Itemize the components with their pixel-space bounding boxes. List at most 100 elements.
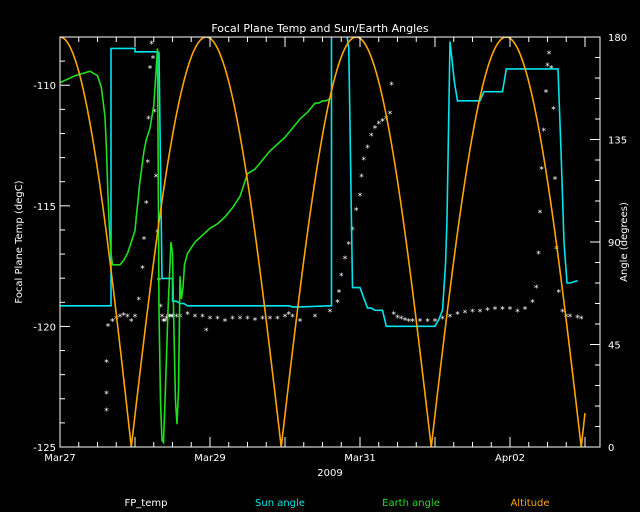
data-point: * <box>478 308 483 318</box>
data-point: * <box>515 308 520 318</box>
data-point: * <box>485 307 490 317</box>
data-point: * <box>149 40 154 50</box>
data-point: * <box>275 315 280 325</box>
data-point: * <box>204 327 209 337</box>
data-point: * <box>144 199 149 209</box>
data-point: * <box>500 306 505 316</box>
data-point: * <box>359 173 364 183</box>
x-axis-title: 2009 <box>317 468 342 479</box>
x-tick-label: Mar27 <box>44 453 76 464</box>
data-point: * <box>253 316 258 326</box>
data-point: * <box>283 313 288 323</box>
data-point: * <box>369 132 374 142</box>
y-tick-label-right: 135 <box>608 136 627 147</box>
data-point: * <box>403 316 408 326</box>
data-point: * <box>557 289 562 299</box>
data-point: * <box>230 315 235 325</box>
data-point: * <box>104 390 109 400</box>
data-point: * <box>534 284 539 294</box>
data-point: * <box>298 318 303 328</box>
data-point: * <box>106 322 111 332</box>
data-point: * <box>208 315 213 325</box>
data-point: * <box>440 315 445 325</box>
data-point: * <box>154 173 159 183</box>
legend-altitude: Altitude <box>510 498 549 509</box>
data-point: * <box>455 310 460 320</box>
data-point: * <box>425 318 430 328</box>
data-point: * <box>392 310 397 320</box>
data-point: * <box>539 166 544 176</box>
data-point: * <box>328 308 333 318</box>
chart-title: Focal Plane Temp and Sun/Earth Angles <box>211 22 429 35</box>
data-point: * <box>551 105 556 115</box>
data-point: * <box>142 236 147 246</box>
data-point: * <box>508 306 513 316</box>
data-point: * <box>470 308 475 318</box>
plot-data: **** * * * * * * *********************** * * * * ***… <box>60 37 586 447</box>
data-point: * <box>433 318 438 328</box>
data-point: * <box>389 81 394 91</box>
data-point: * <box>152 108 157 118</box>
y-tick-label-right: 180 <box>608 33 627 44</box>
data-point: * <box>160 313 165 323</box>
data-point: * <box>313 313 318 323</box>
data-point: * <box>170 313 175 323</box>
data-point: * <box>545 62 550 72</box>
data-point: * <box>362 156 367 166</box>
legend: FP_temp Sun angle Earth angle Altitude <box>125 498 550 509</box>
data-point: * <box>538 209 543 219</box>
data-point: * <box>215 315 220 325</box>
x-tick-label: Mar29 <box>194 453 226 464</box>
data-point: * <box>185 310 190 320</box>
data-point: * <box>544 88 549 98</box>
data-point: * <box>335 298 340 308</box>
legend-sun-angle: Sun angle <box>255 498 305 509</box>
y-tick-label-left: -115 <box>33 202 56 213</box>
data-point: * <box>146 158 151 168</box>
data-point: * <box>365 144 370 154</box>
data-point: * <box>161 318 166 328</box>
data-point: * <box>380 117 385 127</box>
data-point: * <box>560 308 565 318</box>
data-point: * <box>104 407 109 417</box>
data-point: * <box>200 313 205 323</box>
y-axis-left-title: Focal Plane Temp (degC) <box>14 180 25 303</box>
data-point: * <box>245 315 250 325</box>
data-point: * <box>339 272 344 282</box>
data-point: * <box>407 318 412 328</box>
data-point: * <box>463 309 468 319</box>
y-tick-label-left: -110 <box>33 81 56 92</box>
data-point: * <box>268 315 273 325</box>
series-altitude <box>60 37 586 447</box>
data-point: * <box>193 313 198 323</box>
data-point: * <box>377 120 382 130</box>
y-axis-right-title: Angle (degrees) <box>619 202 630 282</box>
y-tick-label-right: 90 <box>608 238 621 249</box>
data-point: * <box>523 306 528 316</box>
series-earth-angle <box>60 48 331 445</box>
data-point: * <box>129 318 134 328</box>
data-point: * <box>163 318 168 328</box>
data-point: * <box>568 313 573 323</box>
data-point: * <box>358 192 363 202</box>
y-tick-label-right: 0 <box>608 443 614 454</box>
data-point: * <box>373 125 378 135</box>
data-point: * <box>418 318 423 328</box>
data-point: * <box>399 315 404 325</box>
data-point: * <box>579 315 584 325</box>
data-point: * <box>146 115 151 125</box>
data-point: * <box>125 313 130 323</box>
data-point: * <box>575 314 580 324</box>
data-point: * <box>137 296 142 306</box>
data-point: * <box>167 313 172 323</box>
y-tick-label-left: -125 <box>33 443 56 454</box>
data-point: * <box>158 303 163 313</box>
data-point: * <box>260 315 265 325</box>
data-point: * <box>151 55 156 65</box>
legend-fp-temp: FP_temp <box>125 498 168 509</box>
data-point: * <box>448 313 453 323</box>
data-point: * <box>493 306 498 316</box>
data-point: * <box>547 50 552 60</box>
data-point: * <box>133 313 138 323</box>
data-point: * <box>174 313 179 323</box>
